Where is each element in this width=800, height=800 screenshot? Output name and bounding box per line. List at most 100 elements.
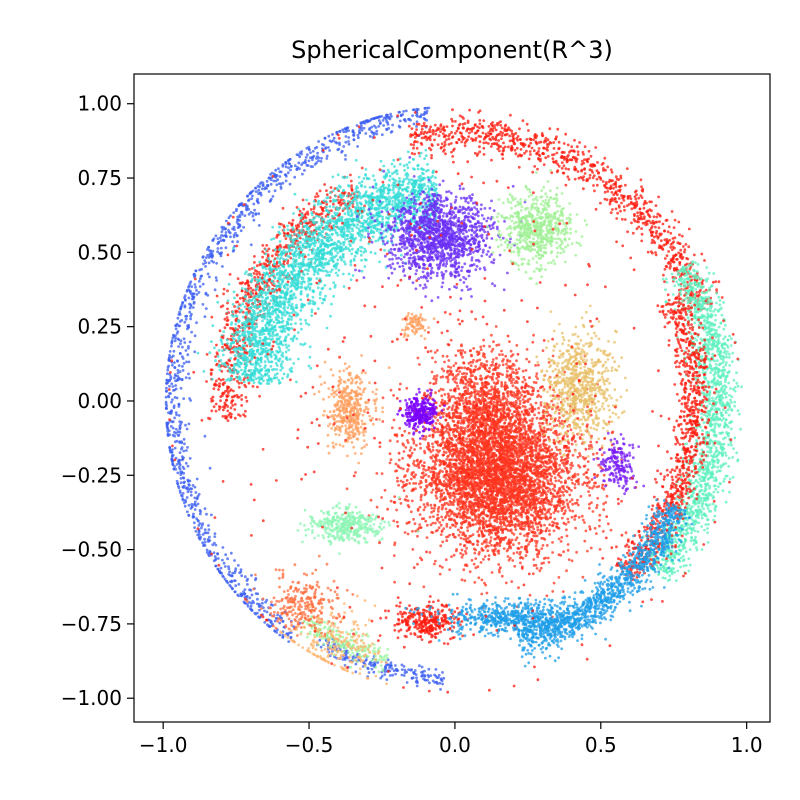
scatter-point bbox=[588, 173, 592, 177]
scatter-point bbox=[330, 238, 333, 242]
scatter-point bbox=[303, 169, 306, 172]
scatter-point bbox=[241, 332, 244, 336]
scatter-point bbox=[204, 307, 208, 310]
scatter-point bbox=[461, 138, 465, 141]
scatter-point bbox=[359, 121, 363, 125]
scatter-point bbox=[344, 154, 347, 157]
scatter-point bbox=[328, 149, 331, 152]
scatter-point bbox=[397, 180, 401, 184]
scatter-point bbox=[218, 329, 222, 333]
scatter-point bbox=[189, 314, 193, 318]
scatter-point bbox=[388, 178, 391, 182]
scatter-point bbox=[306, 153, 309, 157]
scatter-point bbox=[332, 136, 336, 140]
scatter-point bbox=[337, 268, 341, 272]
scatter-point bbox=[332, 205, 335, 209]
scatter-point bbox=[164, 400, 168, 404]
scatter-point bbox=[447, 143, 451, 146]
scatter-point bbox=[311, 295, 315, 299]
scatter-point bbox=[165, 423, 169, 426]
scatter-point bbox=[181, 369, 185, 372]
scatter-point bbox=[429, 148, 433, 152]
scatter-point bbox=[223, 227, 227, 231]
scatter-point bbox=[434, 183, 438, 187]
scatter-point bbox=[232, 211, 236, 215]
scatter-point bbox=[317, 140, 320, 143]
scatter-point bbox=[394, 169, 398, 173]
scatter-point bbox=[271, 603, 275, 607]
scatter-point bbox=[221, 382, 225, 386]
scatter-point bbox=[229, 376, 233, 380]
scatter-point bbox=[222, 287, 226, 291]
scatter-point bbox=[501, 131, 504, 135]
scatter-point bbox=[195, 477, 199, 481]
scatter-point bbox=[555, 151, 559, 155]
scatter-point bbox=[641, 221, 645, 225]
scatter-point bbox=[354, 190, 357, 194]
scatter-point bbox=[251, 211, 255, 215]
scatter-point bbox=[239, 568, 243, 571]
scatter-point bbox=[178, 313, 182, 316]
scatter-point bbox=[221, 353, 225, 357]
scatter-point bbox=[279, 368, 283, 372]
scatter-point bbox=[252, 375, 256, 378]
scatter-point bbox=[370, 125, 374, 129]
scatter-point bbox=[280, 283, 283, 286]
scatter-point bbox=[423, 182, 426, 186]
scatter-point bbox=[478, 140, 482, 144]
scatter-point bbox=[247, 299, 251, 302]
scatter-point bbox=[589, 154, 593, 158]
scatter-point bbox=[229, 388, 233, 392]
scatter-point bbox=[177, 465, 181, 469]
scatter-point bbox=[193, 283, 197, 286]
scatter-point bbox=[444, 152, 447, 156]
scatter-point bbox=[237, 204, 241, 207]
scatter-point bbox=[291, 339, 295, 343]
scatter-point bbox=[178, 420, 182, 423]
scatter-point bbox=[298, 167, 301, 171]
scatter-point bbox=[506, 128, 509, 132]
scatter-point bbox=[650, 209, 653, 213]
scatter-point bbox=[521, 119, 525, 123]
scatter-point bbox=[164, 406, 168, 410]
scatter-point bbox=[189, 317, 193, 321]
scatter-point bbox=[184, 349, 188, 352]
scatter-point bbox=[534, 136, 538, 140]
scatter-point bbox=[258, 287, 262, 290]
scatter-point bbox=[348, 194, 352, 198]
scatter-point bbox=[214, 564, 218, 568]
scatter-point bbox=[374, 183, 378, 186]
scatter-point bbox=[271, 195, 275, 198]
scatter-point bbox=[292, 625, 296, 629]
scatter-point bbox=[398, 125, 402, 129]
scatter-point bbox=[327, 146, 330, 149]
scatter-point bbox=[654, 204, 658, 208]
scatter-point bbox=[412, 212, 416, 216]
scatter-point bbox=[500, 126, 504, 130]
scatter-point bbox=[255, 341, 259, 344]
scatter-point bbox=[216, 247, 220, 250]
scatter-point bbox=[218, 385, 221, 388]
scatter-point bbox=[171, 363, 174, 367]
scatter-point bbox=[548, 141, 552, 144]
scatter-point bbox=[338, 143, 341, 147]
scatter-point bbox=[603, 183, 606, 187]
scatter-point bbox=[174, 411, 178, 414]
scatter-point bbox=[284, 343, 288, 347]
scatter-point bbox=[178, 451, 182, 454]
scatter-point bbox=[349, 179, 353, 183]
scatter-point bbox=[282, 228, 286, 232]
scatter-point bbox=[212, 260, 215, 264]
scatter-point bbox=[354, 236, 358, 240]
scatter-point bbox=[430, 156, 433, 160]
scatter-point bbox=[217, 388, 220, 391]
scatter-point bbox=[369, 117, 373, 121]
scatter-point bbox=[503, 133, 507, 137]
scatter-point bbox=[211, 324, 215, 328]
scatter-point bbox=[525, 149, 528, 153]
scatter-point bbox=[284, 335, 288, 339]
scatter-point bbox=[612, 193, 616, 197]
scatter-point bbox=[633, 190, 637, 194]
scatter-point bbox=[165, 426, 169, 430]
scatter-point bbox=[175, 379, 179, 382]
